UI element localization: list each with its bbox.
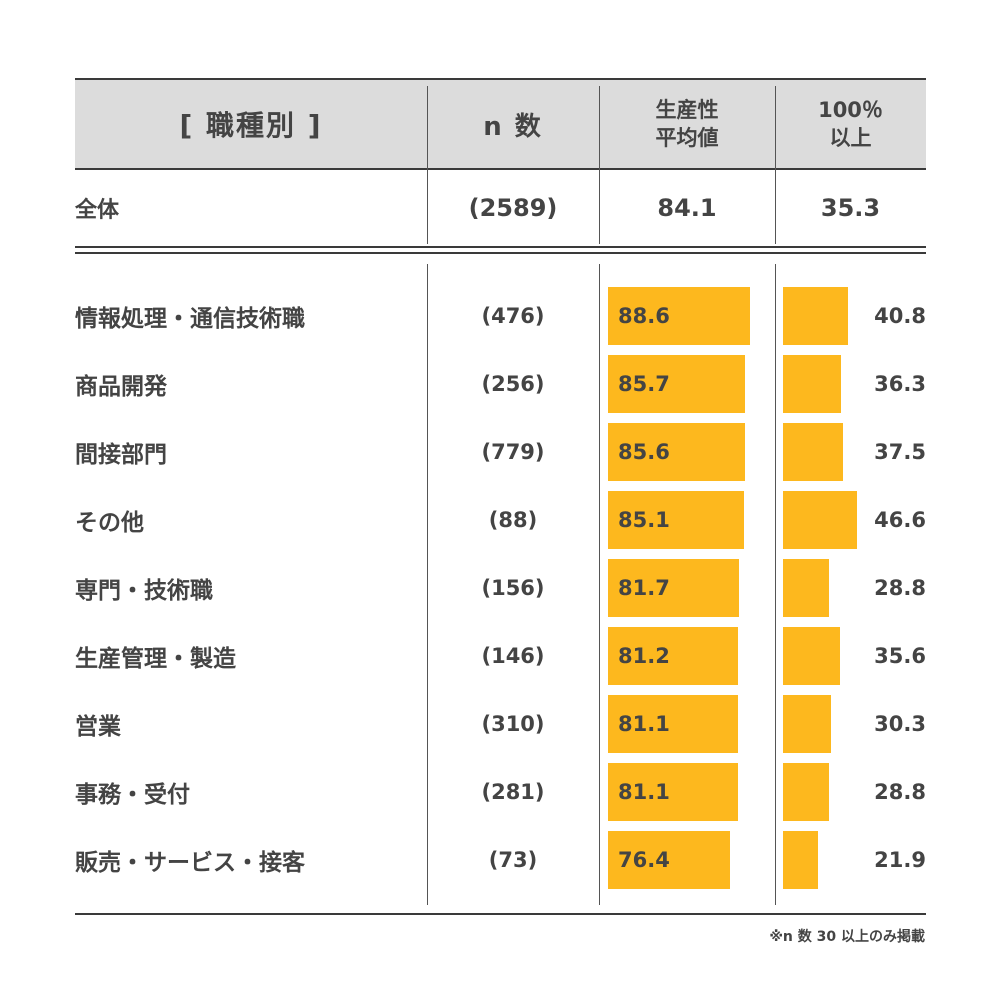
column-divider-2: [599, 264, 600, 905]
average-value-label: 76.4: [618, 848, 670, 872]
over100-value-label: 37.5: [874, 440, 926, 464]
average-value-label: 81.1: [618, 712, 670, 736]
productivity-table: [ 職種別 ] n 数 生産性 平均値 100％ 以上 全体 (2589) 84…: [75, 78, 926, 918]
average-bar: [608, 627, 738, 685]
over100-bar: [783, 491, 857, 549]
n-count: (156): [481, 576, 545, 600]
table-row: 営業 (310) 81.1 30.3: [75, 694, 926, 754]
total-over100: 35.3: [820, 194, 881, 222]
table-row: 情報処理・通信技術職 (476) 88.6 40.8: [75, 286, 926, 346]
n-count: (88): [488, 508, 538, 532]
n-count: (281): [481, 780, 545, 804]
category-label: 情報処理・通信技術職: [75, 306, 305, 332]
average-header-line1: 生産性: [655, 98, 719, 122]
over100-bar: [783, 695, 831, 753]
over100-bar: [783, 355, 841, 413]
total-average: 84.1: [657, 194, 717, 222]
average-bar: [608, 831, 730, 889]
footnote: ※n 数 30 以上のみ掲載: [769, 929, 925, 945]
table-row: 販売・サービス・接客 (73) 76.4 21.9: [75, 830, 926, 890]
over100-value-label: 40.8: [874, 304, 926, 328]
category-label: 営業: [75, 714, 121, 740]
table-row: 商品開発 (256) 85.7 36.3: [75, 354, 926, 414]
n-count: (310): [481, 712, 545, 736]
average-value-label: 81.2: [618, 644, 670, 668]
table-row: 間接部門 (779) 85.6 37.5: [75, 422, 926, 482]
over100-header-line1: 100％: [818, 98, 883, 122]
average-bar: [608, 423, 745, 481]
average-value-label: 85.7: [618, 372, 670, 396]
over100-value-label: 36.3: [874, 372, 926, 396]
over100-value-label: 30.3: [874, 712, 926, 736]
over100-value-label: 35.6: [874, 644, 926, 668]
average-bar: [608, 695, 738, 753]
n-count: (73): [488, 848, 538, 872]
average-bar: [608, 559, 739, 617]
total-n: (2589): [468, 194, 558, 222]
over100-header: 100％ 以上: [775, 80, 926, 168]
average-header: 生産性 平均値: [599, 80, 775, 168]
header-background: [75, 80, 926, 168]
average-bar: [608, 491, 744, 549]
n-count: (476): [481, 304, 545, 328]
average-bar: [608, 355, 745, 413]
n-count-header: n 数: [483, 111, 543, 142]
table-row: 事務・受付 (281) 81.1 28.8: [75, 762, 926, 822]
top-rule: [75, 78, 926, 80]
average-value-label: 81.7: [618, 576, 670, 600]
double-rule-bottom: [75, 252, 926, 254]
n-count: (146): [481, 644, 545, 668]
category-label: 商品開発: [75, 374, 167, 400]
average-header-line2: 平均値: [655, 126, 719, 150]
category-label: 間接部門: [75, 442, 167, 468]
average-value-label: 88.6: [618, 304, 670, 328]
total-label: 全体: [75, 198, 120, 223]
column-divider-1-header: [427, 86, 428, 244]
column-divider-1: [427, 264, 428, 905]
over100-value-label: 46.6: [874, 508, 926, 532]
column-divider-3-header: [775, 86, 776, 244]
over100-value-label: 28.8: [874, 780, 926, 804]
category-label: 専門・技術職: [75, 578, 213, 604]
bottom-rule: [75, 913, 926, 915]
average-value-label: 85.1: [618, 508, 670, 532]
over100-value-label: 28.8: [874, 576, 926, 600]
header-bottom-rule: [75, 168, 926, 170]
table-row: 専門・技術職 (156) 81.7 28.8: [75, 558, 926, 618]
over100-bar: [783, 627, 840, 685]
table-title: [ 職種別 ]: [179, 109, 323, 142]
over100-bar: [783, 763, 829, 821]
n-count: (256): [481, 372, 545, 396]
average-bar: [608, 287, 750, 345]
over100-bar: [783, 287, 848, 345]
over100-value-label: 21.9: [874, 848, 926, 872]
over100-bar: [783, 423, 843, 481]
category-label: その他: [75, 510, 144, 536]
category-label: 生産管理・製造: [75, 646, 236, 672]
category-label: 事務・受付: [75, 782, 190, 808]
table-row: 生産管理・製造 (146) 81.2 35.6: [75, 626, 926, 686]
average-bar: [608, 763, 738, 821]
average-value-label: 85.6: [618, 440, 670, 464]
table-row: その他 (88) 85.1 46.6: [75, 490, 926, 550]
total-row: 全体 (2589) 84.1 35.3: [75, 171, 926, 245]
column-divider-2-header: [599, 86, 600, 244]
category-label: 販売・サービス・接客: [75, 850, 305, 876]
average-value-label: 81.1: [618, 780, 670, 804]
over100-bar: [783, 831, 818, 889]
n-count: (779): [481, 440, 545, 464]
double-rule-top: [75, 246, 926, 248]
column-divider-3: [775, 264, 776, 905]
over100-header-line2: 以上: [829, 126, 872, 150]
over100-bar: [783, 559, 829, 617]
